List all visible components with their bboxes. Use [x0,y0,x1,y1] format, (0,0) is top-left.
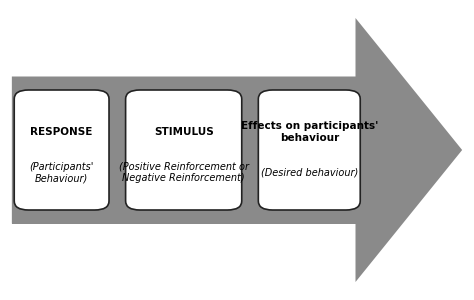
FancyBboxPatch shape [258,90,360,210]
FancyBboxPatch shape [14,90,109,210]
FancyBboxPatch shape [12,76,356,224]
Text: Effects on participants'
behaviour: Effects on participants' behaviour [241,121,378,143]
Text: RESPONSE: RESPONSE [30,127,93,137]
Text: (Positive Reinforcement or
Negative Reinforcement): (Positive Reinforcement or Negative Rein… [118,162,249,183]
Polygon shape [12,18,462,282]
Text: (Desired behaviour): (Desired behaviour) [261,167,358,178]
FancyBboxPatch shape [126,90,242,210]
Text: STIMULUS: STIMULUS [154,127,214,137]
Text: (Participants'
Behaviour): (Participants' Behaviour) [29,162,94,183]
